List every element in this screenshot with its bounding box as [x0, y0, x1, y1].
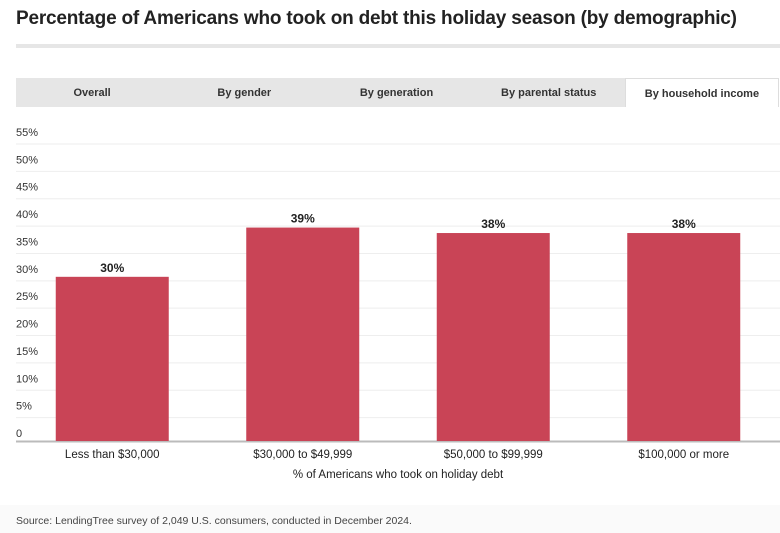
tab-bar: Overall By gender By generation By parental… [16, 78, 780, 107]
bar [246, 227, 360, 441]
y-tick-label: 20% [16, 319, 38, 331]
data-label: 39% [291, 212, 315, 226]
y-tick-label: 55% [16, 127, 38, 139]
footer [0, 505, 780, 533]
bar [436, 233, 550, 441]
y-tick-label: 45% [16, 182, 38, 194]
data-label: 38% [481, 217, 505, 231]
y-tick-label: 40% [16, 209, 38, 221]
tab-overall[interactable]: Overall [73, 87, 111, 99]
tab-by-generation[interactable]: By generation [359, 87, 434, 99]
y-tick-label: 15% [16, 346, 38, 358]
tab-by-gender[interactable]: By gender [217, 87, 272, 99]
x-tick-label: $50,000 to $99,999 [444, 449, 543, 461]
chart-title: Percentage of Americans who took on debt… [16, 8, 737, 29]
y-tick-label: 50% [16, 154, 38, 166]
tab-by-household-income[interactable]: By household income [624, 78, 780, 107]
y-tick-label: 10% [16, 373, 38, 385]
y-tick-label: 0 [16, 428, 22, 440]
x-tick-label: $30,000 to $49,999 [253, 449, 352, 461]
source-note: Source: LendingTree survey of 2,049 U.S.… [16, 515, 412, 527]
y-tick-label: 25% [16, 291, 38, 303]
bar [627, 233, 741, 441]
y-tick-label: 5% [16, 401, 32, 413]
y-tick-label: 35% [16, 236, 38, 248]
title-divider [16, 44, 780, 48]
data-label: 30% [100, 261, 124, 275]
tab-by-parental-status[interactable]: By parental status [501, 87, 597, 99]
data-label: 38% [672, 217, 696, 231]
y-tick-label: 30% [16, 264, 38, 276]
x-axis-title: % of Americans who took on holiday debt [293, 469, 504, 481]
bar [55, 276, 169, 441]
x-tick-label: $100,000 or more [638, 449, 729, 461]
x-tick-label: Less than $30,000 [65, 449, 160, 461]
